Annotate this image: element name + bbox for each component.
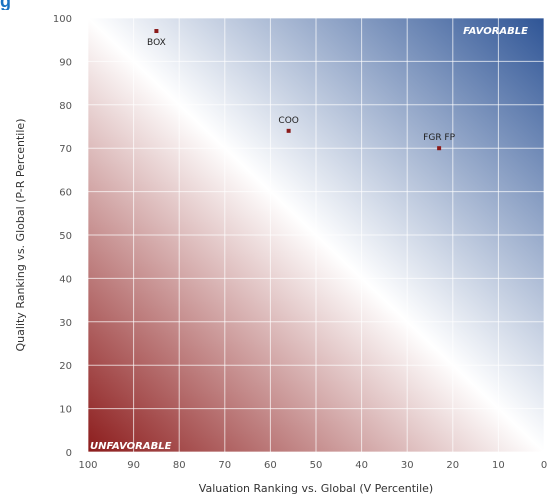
y-tick-label: 100 <box>53 14 72 25</box>
y-tick-label: 0 <box>66 448 72 459</box>
y-tick-label: 20 <box>59 361 72 372</box>
y-tick-label: 40 <box>59 274 72 285</box>
y-tick-label: 10 <box>59 405 72 416</box>
favorable-corner-label: FAVORABLE <box>463 26 528 37</box>
x-tick-label: 0 <box>541 460 547 471</box>
y-axis-label: Quality Ranking vs. Global (P-R Percenti… <box>14 119 27 352</box>
y-tick-label: 80 <box>59 101 72 112</box>
x-tick-label: 50 <box>310 460 323 471</box>
grid-lines <box>87 17 545 453</box>
data-point-marker <box>154 29 159 34</box>
unfavorable-corner-label: UNFAVORABLE <box>90 441 172 452</box>
y-tick-label: 90 <box>59 57 72 68</box>
x-tick-label: 10 <box>492 460 505 471</box>
x-tick-label: 80 <box>173 460 186 471</box>
data-point-label: FGR FP <box>423 133 455 143</box>
x-tick-label: 60 <box>264 460 277 471</box>
data-points: BOX COO FGR FP <box>147 29 456 151</box>
x-tick-label: 30 <box>401 460 414 471</box>
chart-title-text: g <box>0 0 11 10</box>
x-tick-label: 100 <box>78 460 97 471</box>
x-tick-labels: 100 90 80 70 60 50 40 30 20 10 0 <box>78 460 547 471</box>
data-point-label: COO <box>278 116 298 126</box>
x-tick-label: 90 <box>127 460 140 471</box>
chart-title-fragment: g <box>0 0 300 10</box>
y-tick-label: 60 <box>59 188 72 199</box>
data-point-marker <box>437 146 442 151</box>
x-tick-label: 70 <box>218 460 231 471</box>
data-point-label: BOX <box>147 38 166 48</box>
data-point-marker <box>286 128 291 133</box>
y-tick-label: 50 <box>59 231 72 242</box>
x-tick-label: 20 <box>446 460 459 471</box>
y-tick-label: 70 <box>59 144 72 155</box>
x-tick-label: 40 <box>355 460 368 471</box>
y-tick-label: 30 <box>59 318 72 329</box>
y-tick-labels: 0 10 20 30 40 50 60 70 80 90 100 <box>53 14 72 459</box>
x-axis-label: Valuation Ranking vs. Global (V Percenti… <box>199 482 433 495</box>
